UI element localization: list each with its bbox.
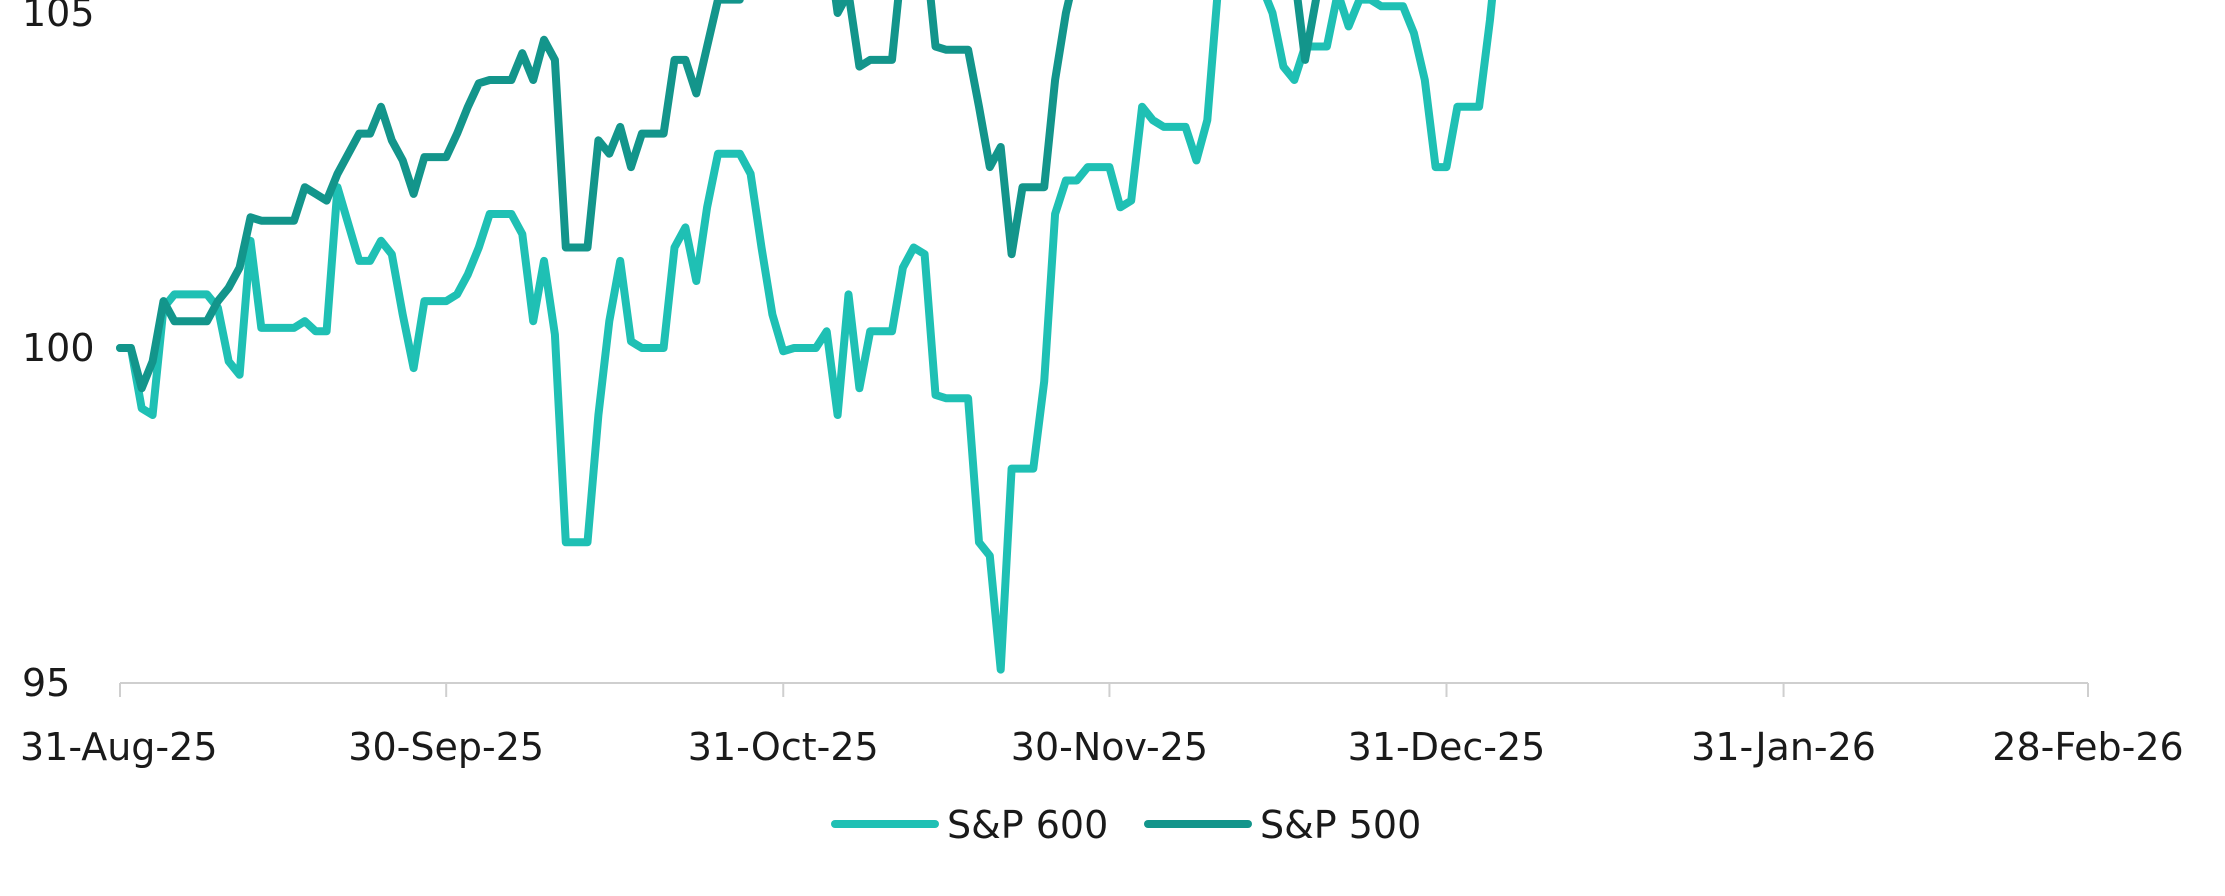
y-tick-label: 95 — [22, 661, 70, 705]
series-lines — [116, 0, 1497, 674]
y-tick-label: 100 — [22, 326, 95, 370]
legend: S&P 600 S&P 500 — [831, 803, 1421, 847]
x-axis-tick-labels: 31-Aug-25 30-Sep-25 31-Oct-25 30-Nov-25 31-D… — [20, 725, 2184, 769]
x-tick-label: 31-Oct-25 — [688, 725, 879, 769]
x-tick-label: 28-Feb-26 — [1992, 725, 2183, 769]
y-axis-tick-labels: 95100105110 — [22, 0, 95, 705]
legend-label: S&P 500 — [1260, 803, 1421, 847]
x-axis — [119, 682, 2089, 697]
x-tick-label: 31-Jan-26 — [1691, 725, 1876, 769]
series-line-sp600 — [116, 0, 1497, 674]
x-tick-label: 30-Nov-25 — [1011, 725, 1208, 769]
series-line-sp500 — [116, 0, 1320, 393]
x-tick-label: 31-Dec-25 — [1348, 725, 1546, 769]
x-tick-label: 30-Sep-25 — [348, 725, 544, 769]
x-tick-label: 31-Aug-25 — [20, 725, 218, 769]
y-tick-label: 105 — [22, 0, 95, 35]
legend-label: S&P 600 — [947, 803, 1108, 847]
